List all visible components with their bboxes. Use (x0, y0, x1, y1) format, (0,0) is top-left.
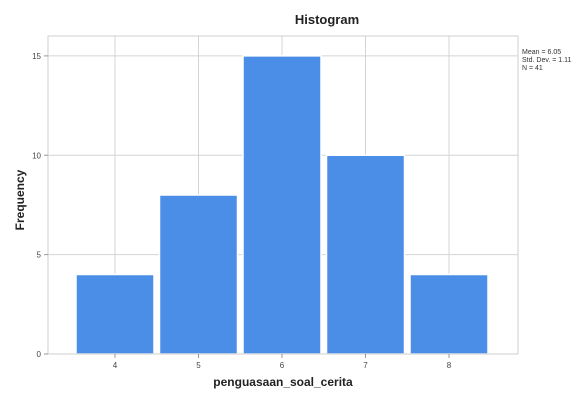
histogram-bar (75, 273, 155, 355)
histogram-bar (158, 194, 239, 355)
y-axis-label: Frequency (13, 169, 27, 230)
histogram-bar (409, 273, 489, 355)
stats-line: N = 41 (522, 65, 543, 72)
x-tick-label: 5 (196, 361, 201, 370)
x-axis-ticks: 4 5 6 7 8 (113, 354, 452, 370)
y-tick-label: 10 (32, 151, 41, 160)
bars-group (75, 55, 489, 355)
x-tick-label: 4 (113, 361, 118, 370)
y-tick-label: 5 (37, 251, 42, 260)
histogram-bar (325, 154, 406, 355)
plot-frame (47, 35, 519, 355)
histogram-bar (242, 55, 322, 355)
y-tick-label: 0 (37, 350, 42, 359)
y-tick-label: 15 (32, 52, 41, 61)
x-tick-label: 7 (363, 361, 368, 370)
x-tick-label: 8 (447, 361, 452, 370)
chart-title: Histogram (295, 12, 359, 27)
x-axis-label: penguasaan_soal_cerita (213, 375, 353, 389)
x-tick-label: 6 (280, 361, 285, 370)
y-axis-ticks: 0 5 10 15 (32, 52, 48, 359)
stats-line: Mean = 6.05 (522, 49, 561, 56)
stats-line: Std. Dev. = 1.11 (522, 57, 571, 64)
